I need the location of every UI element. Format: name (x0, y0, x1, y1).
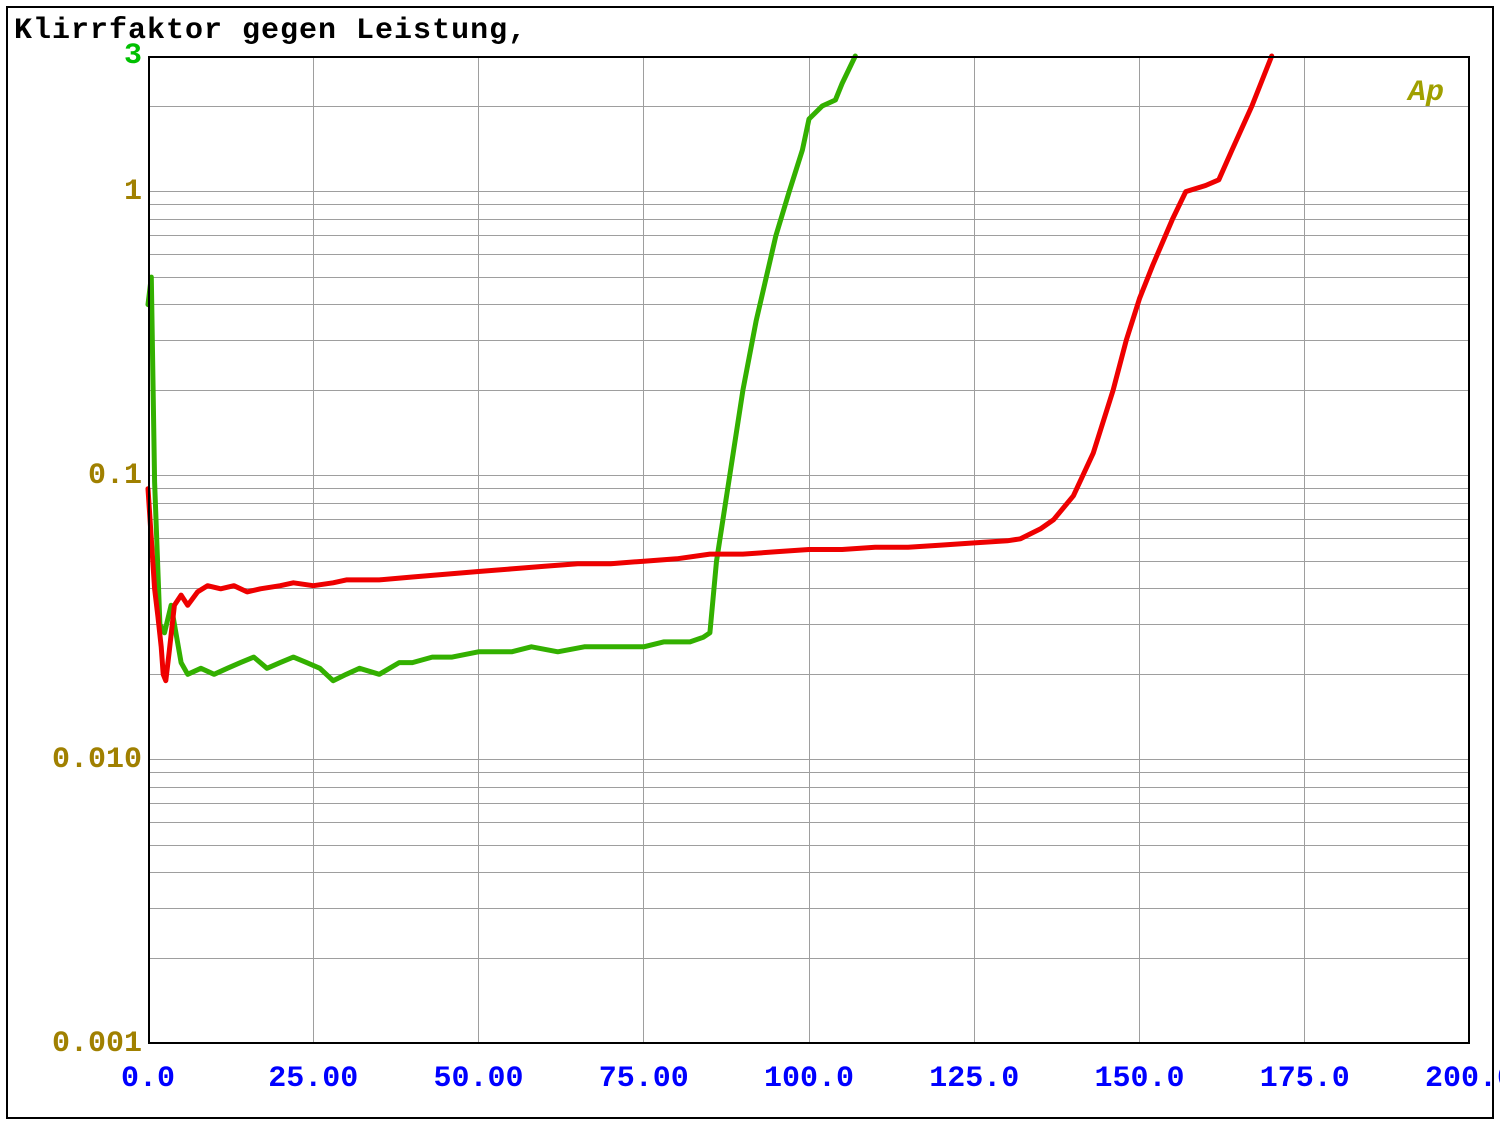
series-red (148, 56, 1272, 681)
y-tick-label: 0.010 (52, 743, 142, 777)
plot-area (148, 56, 1470, 1044)
x-tick-label: 200.0 (1425, 1062, 1500, 1096)
y-tick-label: 0.001 (52, 1027, 142, 1061)
y-tick-label: 1 (124, 175, 142, 209)
y-tick-label: 0.1 (88, 459, 142, 493)
x-tick-label: 150.0 (1094, 1062, 1184, 1096)
y-tick-label: 3 (124, 39, 142, 73)
series-svg (148, 56, 1470, 1044)
x-tick-label: 100.0 (764, 1062, 854, 1096)
x-tick-label: 125.0 (929, 1062, 1019, 1096)
x-tick-label: 175.0 (1260, 1062, 1350, 1096)
chart-title: Klirrfaktor gegen Leistung, (14, 14, 527, 48)
ap-logo: Ap (1408, 76, 1444, 110)
series-green (148, 56, 855, 681)
x-tick-label: 0.0 (121, 1062, 175, 1096)
x-tick-label: 25.00 (268, 1062, 358, 1096)
x-tick-label: 50.00 (433, 1062, 523, 1096)
x-tick-label: 75.00 (599, 1062, 689, 1096)
